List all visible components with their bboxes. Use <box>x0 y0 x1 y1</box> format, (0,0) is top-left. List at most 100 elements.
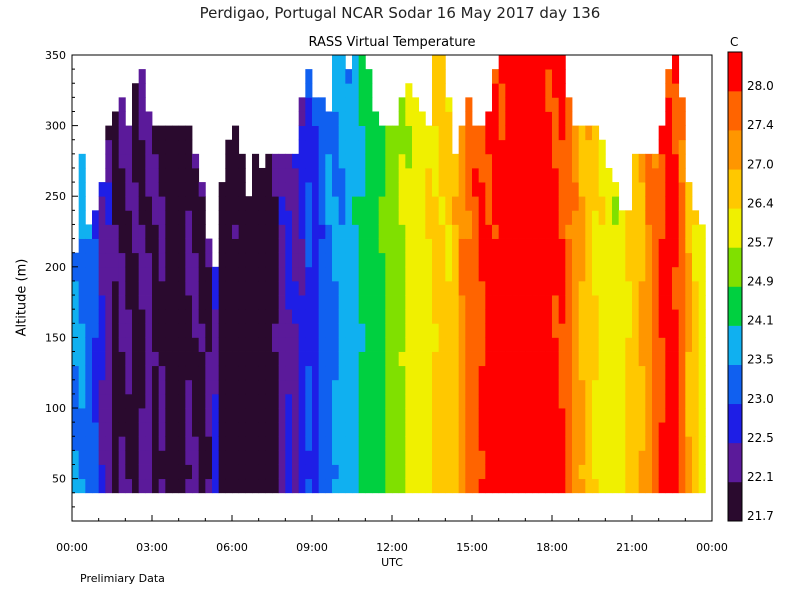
heatmap-cell <box>385 351 393 367</box>
heatmap-cell <box>505 464 513 480</box>
heatmap-cell <box>625 252 633 268</box>
heatmap-cell <box>365 139 373 155</box>
heatmap-cell <box>125 323 133 338</box>
heatmap-cell <box>552 464 560 480</box>
heatmap-cell <box>332 379 340 395</box>
heatmap-cell <box>85 464 93 480</box>
heatmap-cell <box>592 182 600 197</box>
heatmap-cell <box>672 55 680 70</box>
heatmap-cell <box>498 153 506 169</box>
heatmap-cell <box>378 309 386 324</box>
heatmap-cell <box>138 295 146 310</box>
heatmap-cell <box>405 309 413 324</box>
heatmap-cell <box>198 210 206 225</box>
heatmap-cell <box>138 323 146 338</box>
heatmap-cell <box>598 408 606 423</box>
heatmap-cell <box>685 323 693 338</box>
heatmap-cell <box>278 464 286 480</box>
heatmap-cell <box>332 280 340 296</box>
heatmap-cell <box>398 309 406 324</box>
heatmap-cell <box>358 182 366 197</box>
heatmap-cell <box>472 182 480 197</box>
heatmap-cell <box>632 337 640 352</box>
heatmap-cell <box>598 365 606 381</box>
heatmap-cell <box>685 379 693 395</box>
heatmap-cell <box>412 139 420 155</box>
heatmap-cell <box>445 379 453 395</box>
heatmap-cell <box>145 153 153 169</box>
heatmap-cell <box>652 323 660 338</box>
heatmap-cell <box>645 379 653 395</box>
heatmap-cell <box>312 238 320 254</box>
heatmap-cell <box>558 280 566 296</box>
heatmap-cell <box>205 379 213 395</box>
heatmap-cell <box>472 351 480 367</box>
heatmap-cell <box>498 69 506 84</box>
heatmap-cell <box>565 167 573 183</box>
heatmap-cell <box>238 295 246 310</box>
heatmap-cell <box>585 309 593 324</box>
heatmap-cell <box>138 280 146 296</box>
heatmap-cell <box>165 153 173 169</box>
heatmap-cell <box>345 379 353 395</box>
heatmap-cell <box>132 83 140 98</box>
heatmap-cell <box>592 167 600 183</box>
heatmap-cell <box>365 252 373 268</box>
heatmap-cell <box>692 224 700 239</box>
heatmap-cell <box>332 55 340 70</box>
heatmap-cell <box>558 337 566 352</box>
heatmap-cell <box>572 365 580 381</box>
heatmap-cell <box>78 210 86 225</box>
heatmap-cell <box>412 478 420 494</box>
heatmap-cell <box>625 464 633 480</box>
heatmap-cell <box>265 337 273 352</box>
heatmap-cell <box>558 436 566 451</box>
heatmap-cell <box>145 280 153 296</box>
heatmap-cell <box>558 478 566 494</box>
heatmap-cell <box>298 210 306 225</box>
heatmap-cell <box>238 351 246 367</box>
heatmap-cell <box>85 337 93 352</box>
heatmap-cell <box>278 266 286 282</box>
heatmap-cell <box>278 337 286 352</box>
heatmap-cell <box>338 182 346 197</box>
heatmap-cell <box>605 309 613 324</box>
heatmap-cell <box>298 450 306 465</box>
heatmap-cell <box>112 252 120 268</box>
heatmap-cell <box>538 139 546 155</box>
heatmap-cell <box>552 69 560 84</box>
heatmap-cell <box>305 351 313 367</box>
heatmap-cell <box>332 393 340 409</box>
heatmap-cell <box>178 309 186 324</box>
heatmap-cell <box>438 224 446 239</box>
heatmap-cell <box>518 83 526 98</box>
heatmap-cell <box>218 337 226 352</box>
heatmap-cell <box>312 182 320 197</box>
heatmap-cell <box>632 210 640 225</box>
heatmap-cell <box>258 393 266 409</box>
heatmap-cell <box>132 337 140 352</box>
heatmap-cell <box>192 309 200 324</box>
heatmap-cell <box>332 478 340 494</box>
heatmap-cell <box>305 125 313 141</box>
heatmap-cell <box>365 69 373 84</box>
heatmap-cell <box>512 83 520 98</box>
heatmap-cell <box>378 125 386 141</box>
heatmap-cell <box>498 450 506 465</box>
heatmap-cell <box>425 309 433 324</box>
colorbar-label: 24.9 <box>747 275 774 289</box>
heatmap-cell <box>78 280 86 296</box>
heatmap-cell <box>158 323 166 338</box>
heatmap-cell <box>305 379 313 395</box>
heatmap-cell <box>592 450 600 465</box>
heatmap-cell <box>612 238 620 254</box>
heatmap-cell <box>232 478 240 494</box>
heatmap-cell <box>472 295 480 310</box>
heatmap-cell <box>232 450 240 465</box>
heatmap-cell <box>252 422 260 437</box>
heatmap-cell <box>492 408 500 423</box>
heatmap-cell <box>545 167 553 183</box>
heatmap-cell <box>172 167 180 183</box>
heatmap-cell <box>152 436 160 451</box>
heatmap-cell <box>405 408 413 423</box>
